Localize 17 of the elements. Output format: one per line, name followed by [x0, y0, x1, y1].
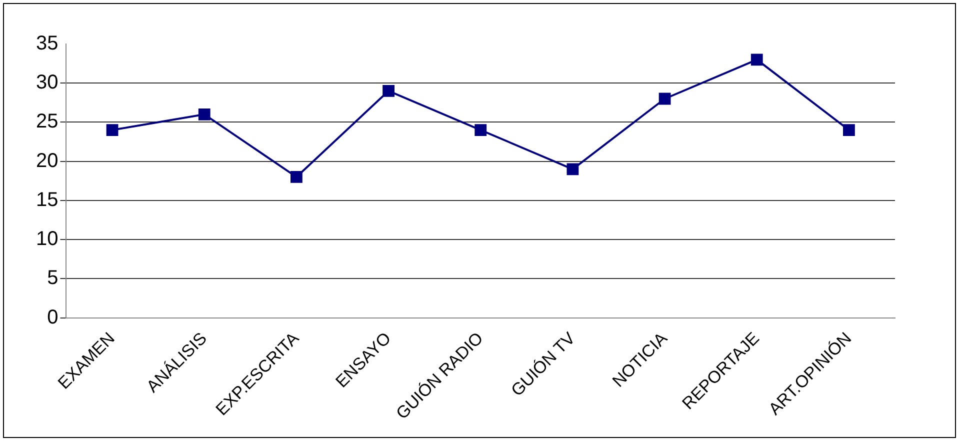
y-tick-label: 10 [36, 228, 58, 250]
point [658, 92, 671, 105]
y-tick-label: 25 [36, 110, 58, 133]
y-tick-label: 20 [36, 150, 58, 172]
point [474, 124, 487, 136]
y-tick-label: 35 [36, 32, 58, 55]
point [750, 54, 763, 66]
y-tick-label: 0 [47, 306, 58, 328]
point [106, 124, 118, 136]
y-tick-label: 30 [36, 72, 58, 94]
point [382, 84, 394, 97]
y-tick-label: 15 [36, 188, 58, 211]
point [198, 108, 210, 120]
point [843, 124, 855, 136]
point [566, 163, 579, 176]
y-tick-label: 5 [47, 267, 58, 290]
point [290, 171, 302, 183]
